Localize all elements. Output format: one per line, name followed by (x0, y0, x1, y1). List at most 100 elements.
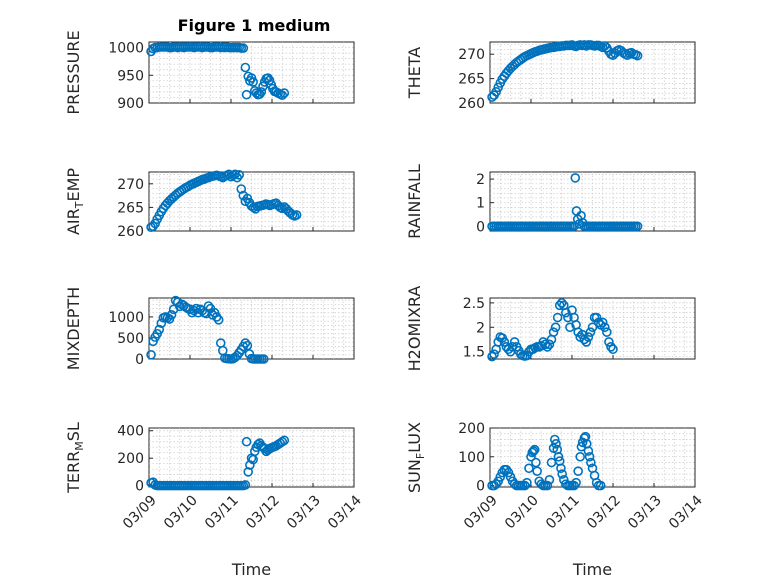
y-tick-label: 2 (476, 172, 485, 188)
data-point (146, 349, 156, 360)
data-point (241, 89, 252, 100)
y-tick-label: 1000 (108, 41, 144, 57)
data-point (277, 436, 288, 447)
data-point (240, 480, 251, 490)
data-point (632, 221, 643, 232)
data-point (544, 339, 555, 350)
subplot-5: 0 500 1000 MIXDEPTH (64, 287, 355, 370)
y-tick-label: 1.5 (463, 345, 485, 361)
subplot-4: 0 1 2 RAINFALL (405, 164, 696, 239)
data-point (569, 221, 579, 232)
data-point (585, 327, 596, 337)
y-tick-label: 400 (117, 424, 144, 440)
figure-title: Figure 1 medium (178, 16, 331, 35)
data-point (489, 349, 499, 359)
y-tick-label: 500 (117, 331, 144, 347)
data-point (526, 451, 536, 462)
data-point (577, 329, 588, 340)
data-point (279, 435, 290, 446)
data-point (554, 300, 565, 311)
y-tick-label: 260 (458, 96, 485, 112)
subplot-2: 260 265 270 THETA (405, 40, 696, 112)
data-point (583, 332, 594, 342)
data-point (509, 337, 520, 347)
y-axis-label: TERRMSL (64, 422, 86, 494)
data-point (254, 89, 265, 99)
x-axis-label: Time (572, 560, 612, 579)
data-point (557, 469, 567, 479)
data-point (242, 340, 253, 351)
data-point (527, 447, 538, 458)
data-point (553, 451, 564, 462)
data-point (563, 312, 573, 323)
y-tick-label: 270 (117, 177, 144, 193)
data-point (597, 317, 608, 328)
data-point (487, 351, 497, 362)
y-tick-label: 200 (458, 421, 485, 437)
data-point (583, 446, 594, 456)
y-tick-label: 270 (458, 47, 485, 63)
data-point (579, 433, 590, 443)
data-point (593, 317, 604, 328)
data-point (608, 344, 618, 355)
data-point (279, 88, 290, 98)
y-tick-label: 1 (476, 196, 485, 212)
data-point (258, 354, 269, 364)
data-point (604, 337, 614, 347)
y-tick-label: 265 (117, 200, 144, 216)
y-axis-label: SUNFLUX (405, 422, 427, 493)
y-tick-label: 950 (117, 68, 144, 84)
data-point (493, 82, 504, 93)
data-point (540, 339, 551, 350)
data-point (576, 441, 587, 452)
data-point (213, 315, 224, 325)
data-point (570, 173, 581, 183)
data-point (556, 463, 566, 474)
data-point (154, 324, 165, 335)
y-tick-label: 2.5 (463, 296, 485, 312)
y-tick-label: 0 (135, 479, 144, 495)
y-tick-label: 0 (135, 352, 144, 368)
y-axis-label: RAINFALL (405, 164, 424, 239)
data-point (595, 480, 606, 491)
data-point (584, 451, 595, 462)
subplot-6: 1.5 2 2.5 H2OMIXRA (405, 286, 696, 372)
subplot-3: 260 265 270 AIRTEMP (64, 168, 355, 240)
data-point (224, 169, 234, 180)
data-point (522, 477, 532, 488)
y-axis-label: H2OMIXRA (405, 286, 424, 372)
y-axis-label: MIXDEPTH (64, 287, 83, 370)
y-axis-label: THETA (405, 47, 424, 99)
data-point (291, 210, 302, 220)
data-point (528, 446, 539, 456)
y-tick-label: 900 (117, 96, 144, 112)
axes-box (489, 41, 696, 104)
y-tick-label: 0 (476, 219, 485, 235)
data-point (550, 322, 561, 333)
y-tick-label: 2 (476, 320, 485, 336)
data-point (556, 298, 567, 308)
data-point (529, 444, 540, 455)
y-tick-label: 260 (117, 224, 144, 240)
x-axis-label: Time (231, 560, 271, 579)
data-point (606, 341, 616, 352)
data-point (532, 466, 542, 476)
data-point (256, 87, 267, 97)
data-point (491, 86, 501, 97)
data-point (524, 463, 534, 474)
y-tick-label: 200 (117, 451, 144, 467)
data-point (548, 327, 559, 337)
data-point (264, 75, 275, 86)
data-point (586, 457, 596, 468)
data-point (561, 307, 571, 318)
data-point (277, 90, 288, 101)
data-point (240, 62, 251, 73)
data-point (248, 77, 258, 87)
y-axis-label: PRESSURE (64, 30, 83, 114)
data-point (542, 480, 553, 491)
data-point (551, 439, 561, 449)
data-point (552, 312, 563, 323)
data-point (203, 301, 214, 311)
y-tick-label: 0 (476, 479, 485, 495)
